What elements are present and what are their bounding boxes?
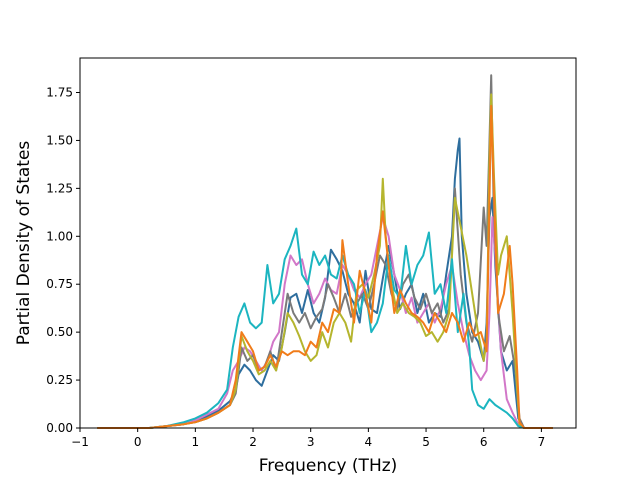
x-axis: −1 0 1 2 3 4 5 6 7 [71, 428, 545, 449]
y-tick-label: 0.75 [46, 277, 73, 291]
series-line-1 [97, 137, 553, 429]
x-tick-label: 2 [249, 435, 257, 449]
series-line-4 [97, 93, 553, 429]
series-line-5 [97, 227, 553, 429]
y-tick-label: 1.50 [46, 133, 73, 147]
y-tick-label: 0.50 [46, 325, 73, 339]
y-tick-label: 1.25 [46, 181, 73, 195]
x-tick-label: 7 [538, 435, 546, 449]
x-tick-label: 6 [480, 435, 488, 449]
y-tick-label: 1.75 [46, 86, 73, 100]
series-line-6 [97, 104, 553, 429]
x-tick-label: 5 [422, 435, 430, 449]
plot-frame [79, 57, 577, 429]
series-line-2 [97, 216, 553, 429]
x-tick-label: −1 [71, 435, 89, 449]
y-axis-label: Partial Density of States [14, 141, 34, 346]
y-tick-label: 1.00 [46, 229, 73, 243]
x-axis-label: Frequency (THz) [259, 456, 398, 476]
x-tick-label: 1 [192, 435, 200, 449]
x-tick-label: 4 [365, 435, 373, 449]
x-tick-label: 0 [134, 435, 142, 449]
y-axis: 0.00 0.25 0.50 0.75 1.00 1.25 1.50 1.75 [46, 86, 80, 435]
x-tick-label: 3 [307, 435, 315, 449]
plot-area [97, 74, 553, 429]
y-tick-label: 0.00 [46, 421, 73, 435]
y-tick-label: 0.25 [46, 373, 73, 387]
